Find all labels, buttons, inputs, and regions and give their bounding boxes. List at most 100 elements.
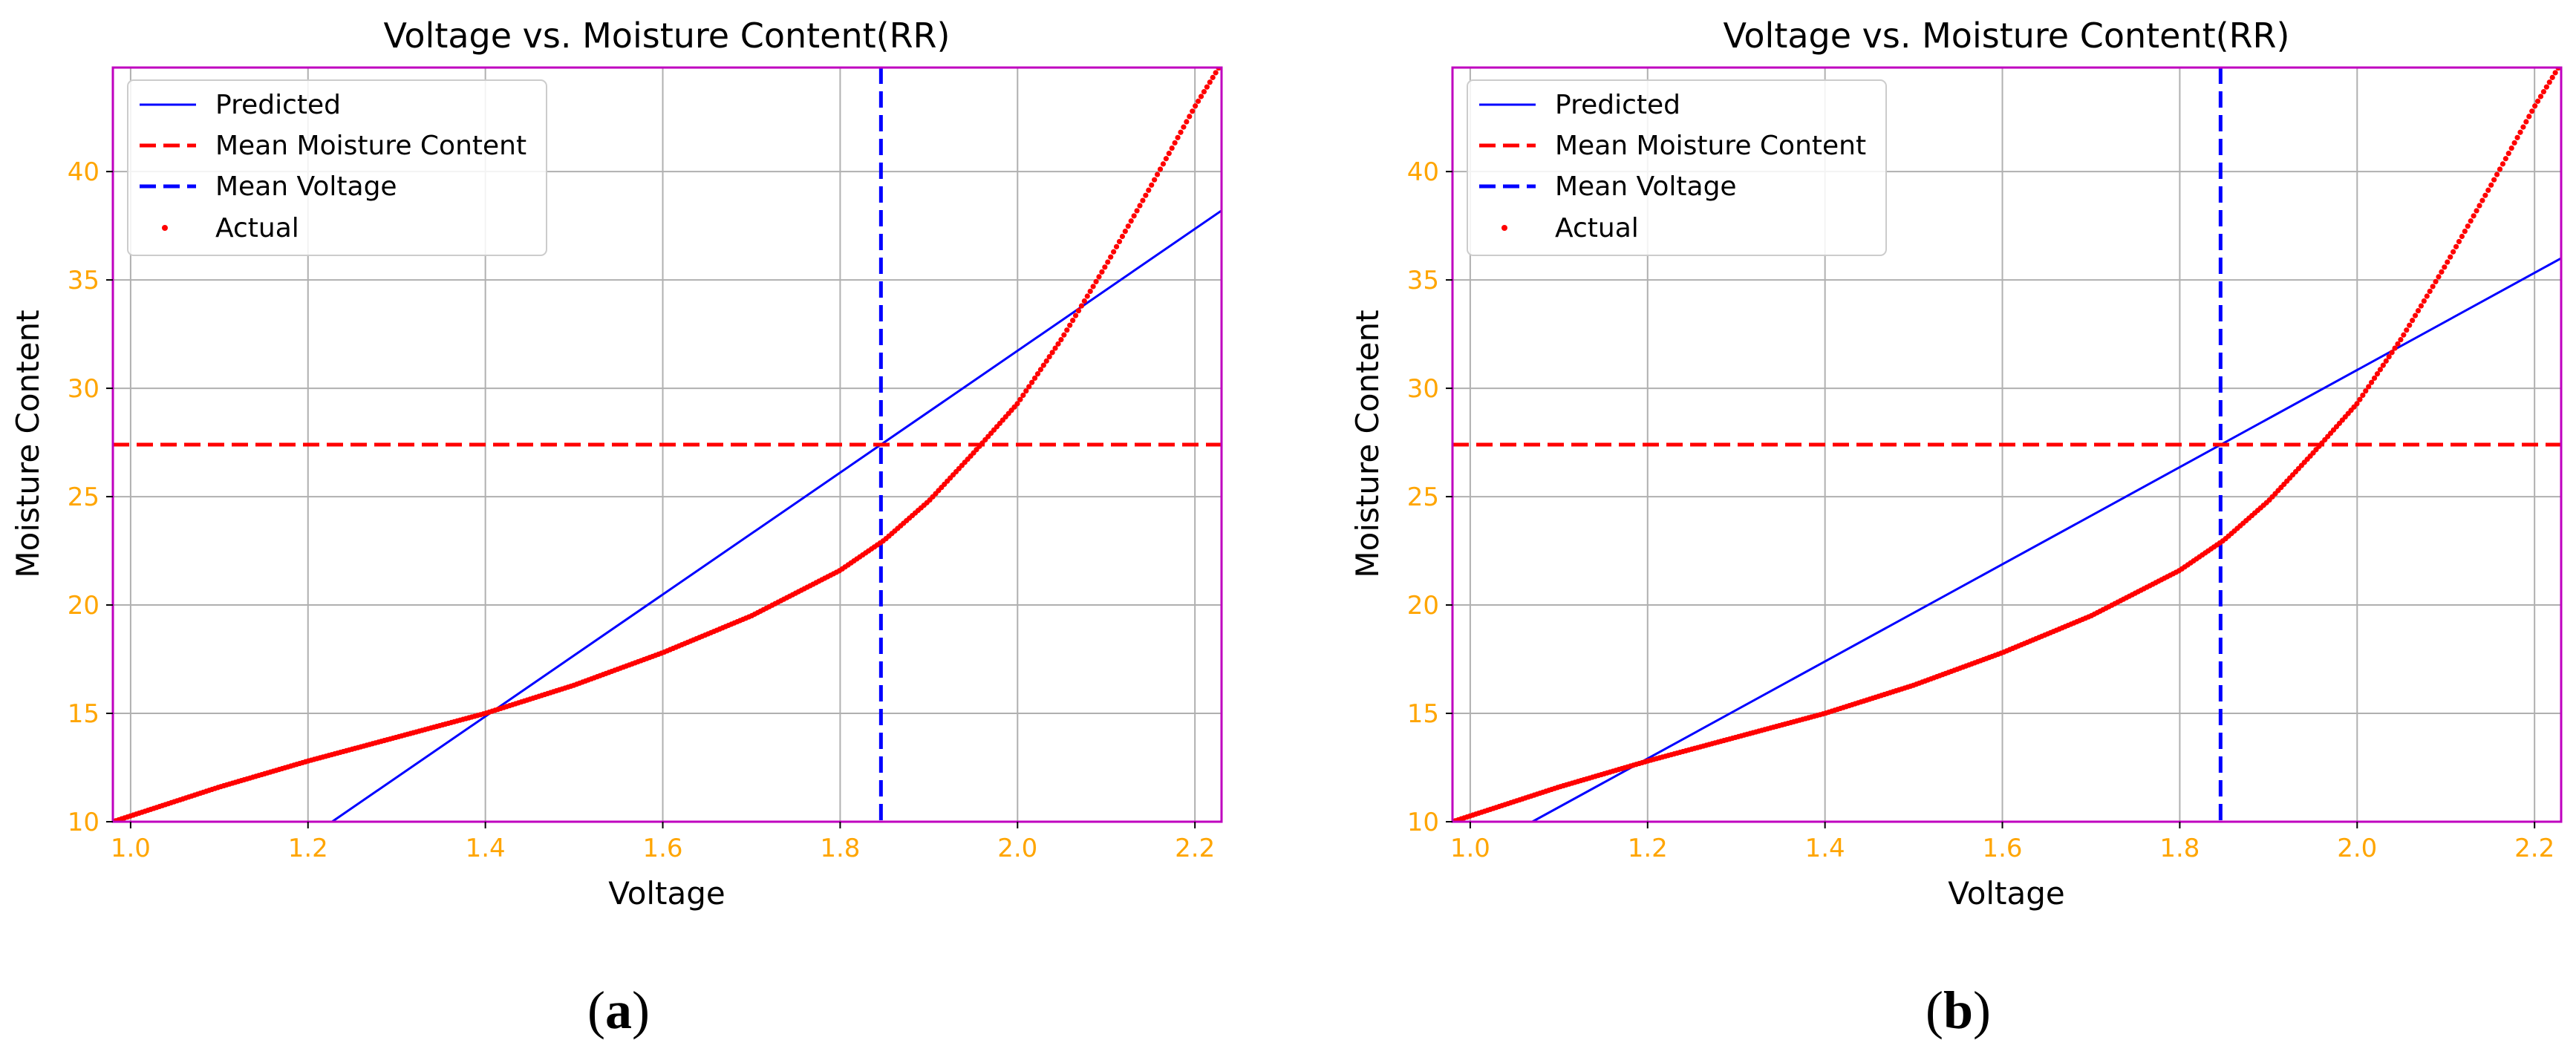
- chart-title: Voltage vs. Moisture Content(RR): [384, 16, 950, 56]
- predicted-line: [330, 209, 1222, 822]
- actual-point: [2552, 70, 2558, 76]
- legend-swatch-actual: [162, 225, 168, 231]
- tick-labels: 1.0 1.2 1.4 1.6 1.8 2.0 2.2 10 15 20 25 30 35 40: [68, 157, 1215, 863]
- actual-point: [2474, 208, 2479, 214]
- legend-box: [1467, 79, 1887, 256]
- x-tick-label: 1.0: [111, 834, 151, 863]
- actual-point: [2383, 358, 2389, 364]
- actual-point: [2453, 243, 2459, 249]
- actual-point: [1046, 354, 1052, 360]
- actual-point: [1049, 350, 1055, 356]
- actual-point: [2505, 151, 2511, 157]
- actual-point: [1037, 367, 1044, 373]
- actual-point: [2398, 336, 2404, 343]
- actual-point: [1052, 345, 1058, 351]
- actual-point: [2404, 327, 2410, 333]
- actual-point: [1149, 182, 1155, 188]
- y-tick-label: 15: [1407, 699, 1439, 729]
- actual-point: [1058, 336, 1064, 343]
- actual-point: [1210, 74, 1216, 80]
- legend-label-mean-moisture: Mean Moisture Content: [215, 131, 526, 161]
- x-tick-label: 2.2: [2514, 834, 2554, 863]
- y-tick-label: 10: [1407, 808, 1439, 837]
- actual-point: [1116, 238, 1123, 245]
- actual-point: [2508, 145, 2514, 151]
- x-axis-label: Voltage: [608, 875, 725, 912]
- y-tick-label: 20: [1407, 591, 1439, 621]
- actual-point: [2462, 228, 2468, 235]
- actual-point: [2439, 269, 2445, 275]
- actual-point: [2392, 345, 2398, 351]
- actual-point: [2395, 341, 2401, 347]
- actual-point: [2526, 114, 2532, 120]
- y-tick-label: 20: [68, 591, 100, 621]
- actual-point: [1096, 274, 1102, 280]
- actual-point: [2430, 284, 2436, 289]
- actual-point: [2494, 171, 2500, 177]
- y-tick-label: 25: [68, 482, 100, 512]
- actual-point: [2520, 124, 2526, 130]
- actual-point: [2540, 88, 2547, 95]
- caption-letter: b: [1943, 981, 1973, 1040]
- legend-box: [127, 79, 547, 256]
- actual-point: [2471, 213, 2476, 219]
- actual-point: [2534, 98, 2541, 104]
- x-tick-label: 1.8: [2159, 834, 2200, 863]
- actual-point: [1029, 379, 1035, 385]
- actual-point: [2549, 74, 2555, 80]
- x-tick-label: 1.2: [288, 834, 328, 863]
- actual-point: [2451, 249, 2456, 255]
- actual-point: [2491, 177, 2497, 183]
- actual-point: [1017, 396, 1023, 402]
- actual-point: [2354, 401, 2360, 407]
- series-group: [1452, 61, 2563, 822]
- actual-point: [1154, 171, 1161, 177]
- legend: Predicted Mean Moisture Content Mean Vol…: [1467, 79, 1887, 256]
- actual-point: [2363, 388, 2369, 394]
- actual-point: [1070, 318, 1076, 324]
- actual-point: [1195, 98, 1201, 104]
- legend-label-mean-voltage: Mean Voltage: [1555, 171, 1737, 202]
- legend-label-mean-voltage: Mean Voltage: [215, 171, 397, 202]
- actual-point: [2479, 197, 2485, 203]
- actual-point: [1163, 156, 1169, 162]
- chart-svg-b: Voltage vs. Moisture Content(RR) 1.0 1.2 1…: [1349, 16, 2563, 1040]
- actual-point: [2532, 103, 2538, 109]
- caption-open-paren: (: [587, 981, 605, 1040]
- panel-caption: (b): [1926, 981, 1991, 1040]
- y-tick-label: 30: [1407, 374, 1439, 404]
- actual-point: [1204, 84, 1210, 90]
- actual-point: [2436, 274, 2442, 280]
- actual-point: [1134, 208, 1140, 214]
- x-tick-label: 1.6: [1982, 834, 2022, 863]
- actual-point: [1064, 327, 1070, 333]
- actual-point: [2366, 384, 2372, 390]
- actual-point: [2374, 371, 2381, 377]
- actual-point: [1122, 228, 1128, 235]
- actual-point: [2485, 187, 2491, 193]
- actual-point: [1160, 161, 1167, 167]
- actual-point: [2537, 94, 2544, 99]
- actual-point: [2456, 238, 2462, 245]
- actual-point: [2389, 350, 2395, 356]
- actual-point: [1137, 203, 1143, 209]
- actual-point: [2369, 379, 2375, 385]
- actual-point: [1020, 392, 1026, 399]
- actual-point: [1061, 332, 1067, 338]
- predicted-line: [1531, 257, 2561, 822]
- axes-frame: [1451, 66, 2563, 823]
- actual-point: [2386, 354, 2392, 360]
- actual-point: [1193, 103, 1199, 109]
- actual-point: [1166, 151, 1172, 157]
- actual-point: [1131, 213, 1137, 219]
- actual-point: [1111, 249, 1117, 255]
- actual-point: [1090, 284, 1096, 289]
- y-tick-label: 40: [68, 157, 100, 187]
- actual-point: [2465, 223, 2471, 229]
- actual-point: [1093, 278, 1099, 285]
- actual-point: [1078, 303, 1085, 309]
- actual-point: [1072, 313, 1079, 318]
- actual-point: [2488, 182, 2494, 188]
- actual-point: [2558, 61, 2563, 66]
- actual-point: [1014, 401, 1020, 407]
